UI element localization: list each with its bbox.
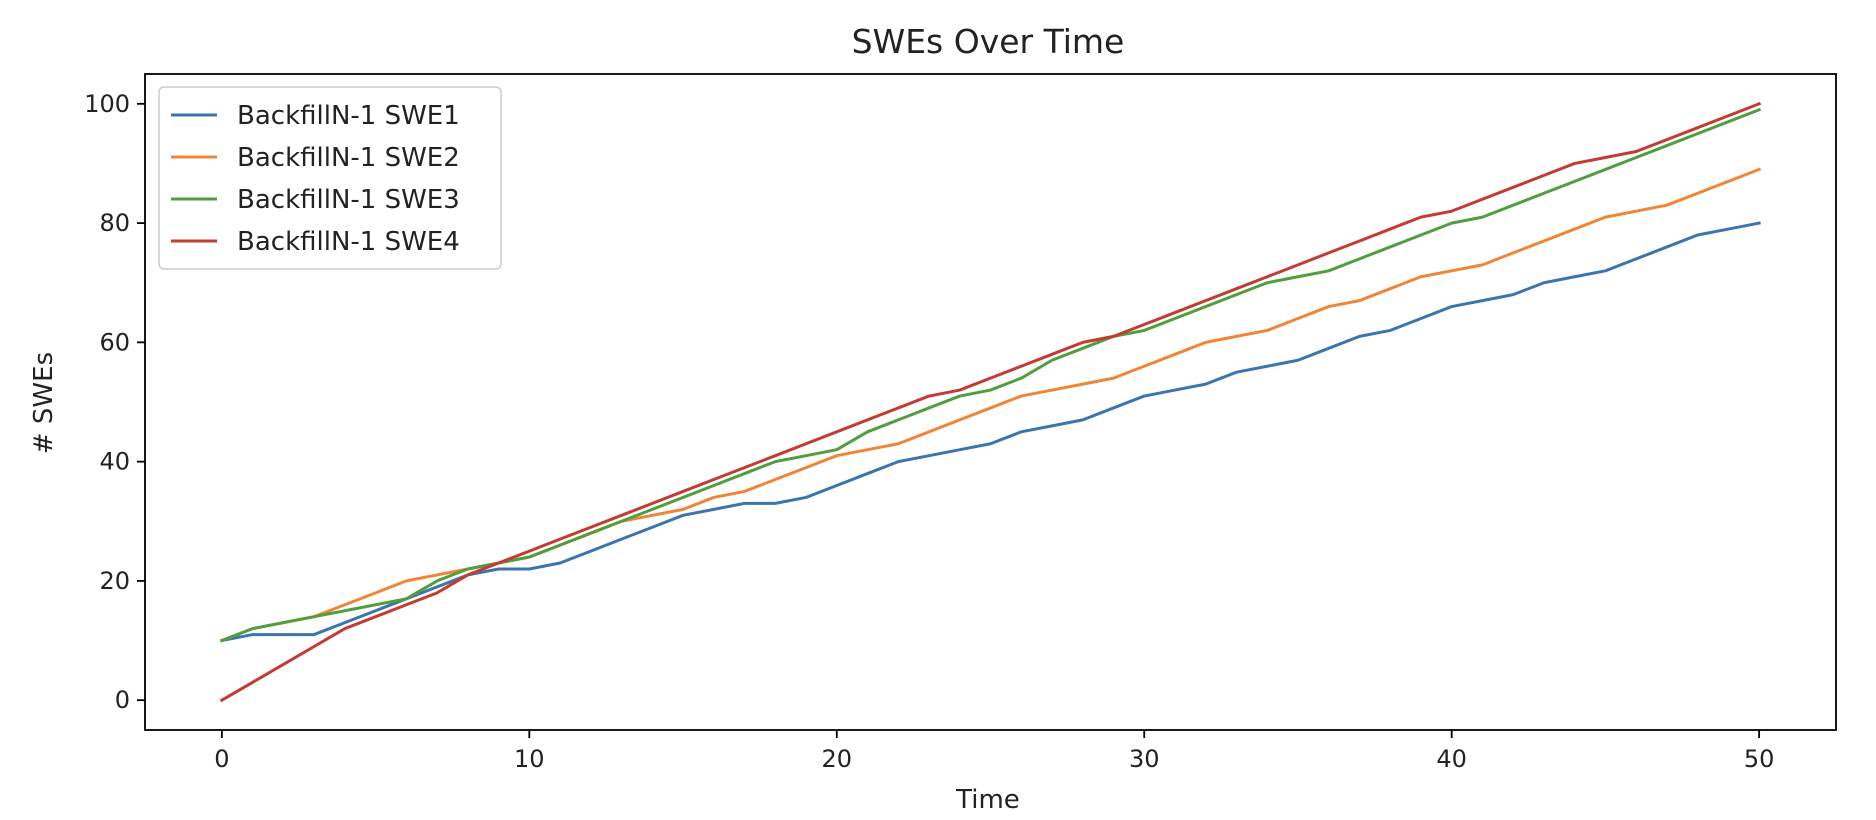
y-tick-label: 40 <box>99 448 130 476</box>
legend-label-swe3: BackfillN-1 SWE3 <box>237 185 460 215</box>
x-tick-label: 50 <box>1744 745 1775 773</box>
y-tick-label: 60 <box>99 328 130 356</box>
x-tick-label: 20 <box>821 745 852 773</box>
plot-area: 0 10 20 30 40 50 0 20 40 60 80 100 <box>84 73 1837 773</box>
y-tick-label: 0 <box>115 686 130 714</box>
chart-title: SWEs Over Time <box>852 22 1125 61</box>
series-line-swe1 <box>220 221 1761 643</box>
y-tick-label: 20 <box>99 567 130 595</box>
x-tick-label: 10 <box>514 745 545 773</box>
x-axis-label: Time <box>955 785 1020 815</box>
legend-label-swe4: BackfillN-1 SWE4 <box>237 227 460 257</box>
legend-box <box>158 86 502 270</box>
axes-frame <box>144 73 1837 731</box>
x-tick-label: 30 <box>1129 745 1160 773</box>
legend-label-swe2: BackfillN-1 SWE2 <box>237 143 460 173</box>
series-line-swe3 <box>219 107 1762 643</box>
y-tick-label: 80 <box>99 209 130 237</box>
y-tick-label: 100 <box>84 90 130 118</box>
x-tick-label: 0 <box>214 745 229 773</box>
legend: BackfillN-1 SWE1 BackfillN-1 SWE2 Backfill… <box>158 86 502 270</box>
legend-label-swe1: BackfillN-1 SWE1 <box>237 101 460 131</box>
y-axis-label: # SWEs <box>29 352 59 454</box>
series-line-swe4 <box>219 101 1762 703</box>
x-tick-label: 40 <box>1436 745 1467 773</box>
